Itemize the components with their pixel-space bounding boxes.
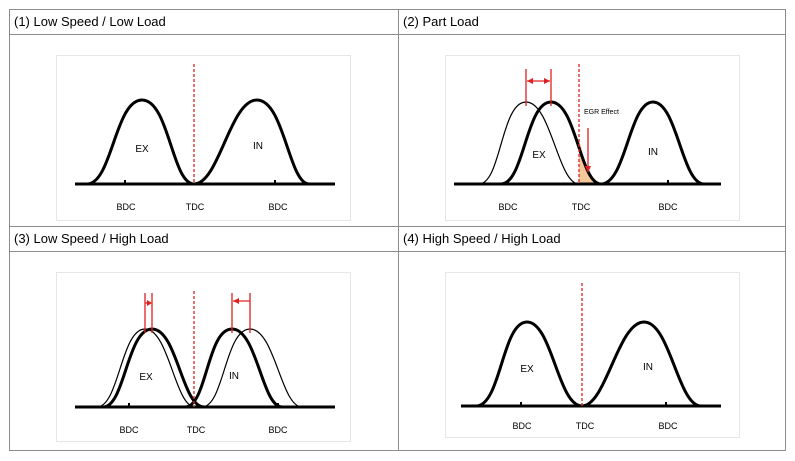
diagram-panel: EGR Effect EX IN BDC TDC BDC: [446, 56, 739, 220]
lobe-label-in: IN: [643, 362, 653, 373]
diagram-panel: EX IN BDC TDC BDC: [57, 56, 350, 220]
egr-pointer-head: [585, 166, 591, 173]
cell-title: (1) Low Speed / Low Load: [10, 10, 398, 35]
intake-lobe: [600, 100, 705, 186]
valve-timing-diagram: EX IN BDC TDC BDC: [461, 283, 721, 431]
lobe-label-ex: EX: [135, 144, 149, 155]
axis-label-tdc: TDC: [576, 421, 595, 431]
intake-shift-arrow-head: [233, 298, 239, 304]
axis-label-tdc: TDC: [186, 202, 205, 212]
axis-label-bdc-right: BDC: [268, 425, 288, 435]
axis-label-bdc-right: BDC: [268, 202, 288, 212]
lobe-label-in: IN: [648, 147, 658, 158]
cell-title: (2) Part Load: [399, 10, 785, 35]
egr-effect-area: [579, 138, 601, 184]
axis-label-bdc-left: BDC: [116, 202, 136, 212]
diagram-panel: EX IN BDC TDC BDC: [57, 273, 350, 441]
lobe-label-ex: EX: [139, 372, 153, 383]
cell-title: (3) Low Speed / High Load: [10, 227, 398, 252]
diagram-panel: EX IN BDC TDC BDC: [446, 273, 739, 437]
cell-low-speed-high-load: (3) Low Speed / High Load EX IN BDC TDC …: [9, 226, 399, 451]
lobe-label-ex: EX: [520, 364, 534, 375]
valve-timing-diagram: EX IN BDC TDC BDC: [75, 291, 335, 435]
shift-arrow-head-right: [544, 78, 550, 84]
shift-arrow-head-left: [527, 78, 533, 84]
axis-label-bdc-left: BDC: [512, 421, 532, 431]
cell-high-speed-high-load: (4) High Speed / High Load EX IN BDC TDC…: [398, 226, 786, 451]
axis-label-tdc: TDC: [572, 202, 591, 212]
exhaust-lobe: [475, 320, 583, 408]
intake-lobe-advanced: [184, 327, 283, 409]
exhaust-lobe-original: [478, 101, 580, 185]
exhaust-lobe-advanced: [102, 327, 205, 409]
axis-label-bdc-right: BDC: [658, 202, 678, 212]
axis-label-bdc-left: BDC: [498, 202, 518, 212]
lobe-label-ex: EX: [532, 150, 546, 161]
valve-timing-diagram: EX IN BDC TDC BDC: [75, 64, 335, 212]
egr-effect-label: EGR Effect: [584, 109, 619, 116]
lobe-label-in: IN: [253, 141, 263, 152]
axis-label-tdc: TDC: [187, 425, 206, 435]
intake-lobe: [581, 320, 702, 408]
exhaust-shift-arrow-head: [147, 300, 152, 306]
axis-label-bdc-left: BDC: [119, 425, 139, 435]
intake-lobe: [193, 98, 310, 186]
cell-part-load: (2) Part Load EGR Effect EX IN BDC TDC B…: [398, 9, 786, 227]
axis-label-bdc-right: BDC: [658, 421, 678, 431]
cell-title: (4) High Speed / High Load: [399, 227, 785, 252]
cell-low-speed-low-load: (1) Low Speed / Low Load EX IN BDC TDC B…: [9, 9, 399, 227]
exhaust-lobe: [86, 98, 195, 186]
lobe-label-in: IN: [229, 371, 239, 382]
valve-timing-diagram: EGR Effect EX IN BDC TDC BDC: [454, 64, 721, 212]
